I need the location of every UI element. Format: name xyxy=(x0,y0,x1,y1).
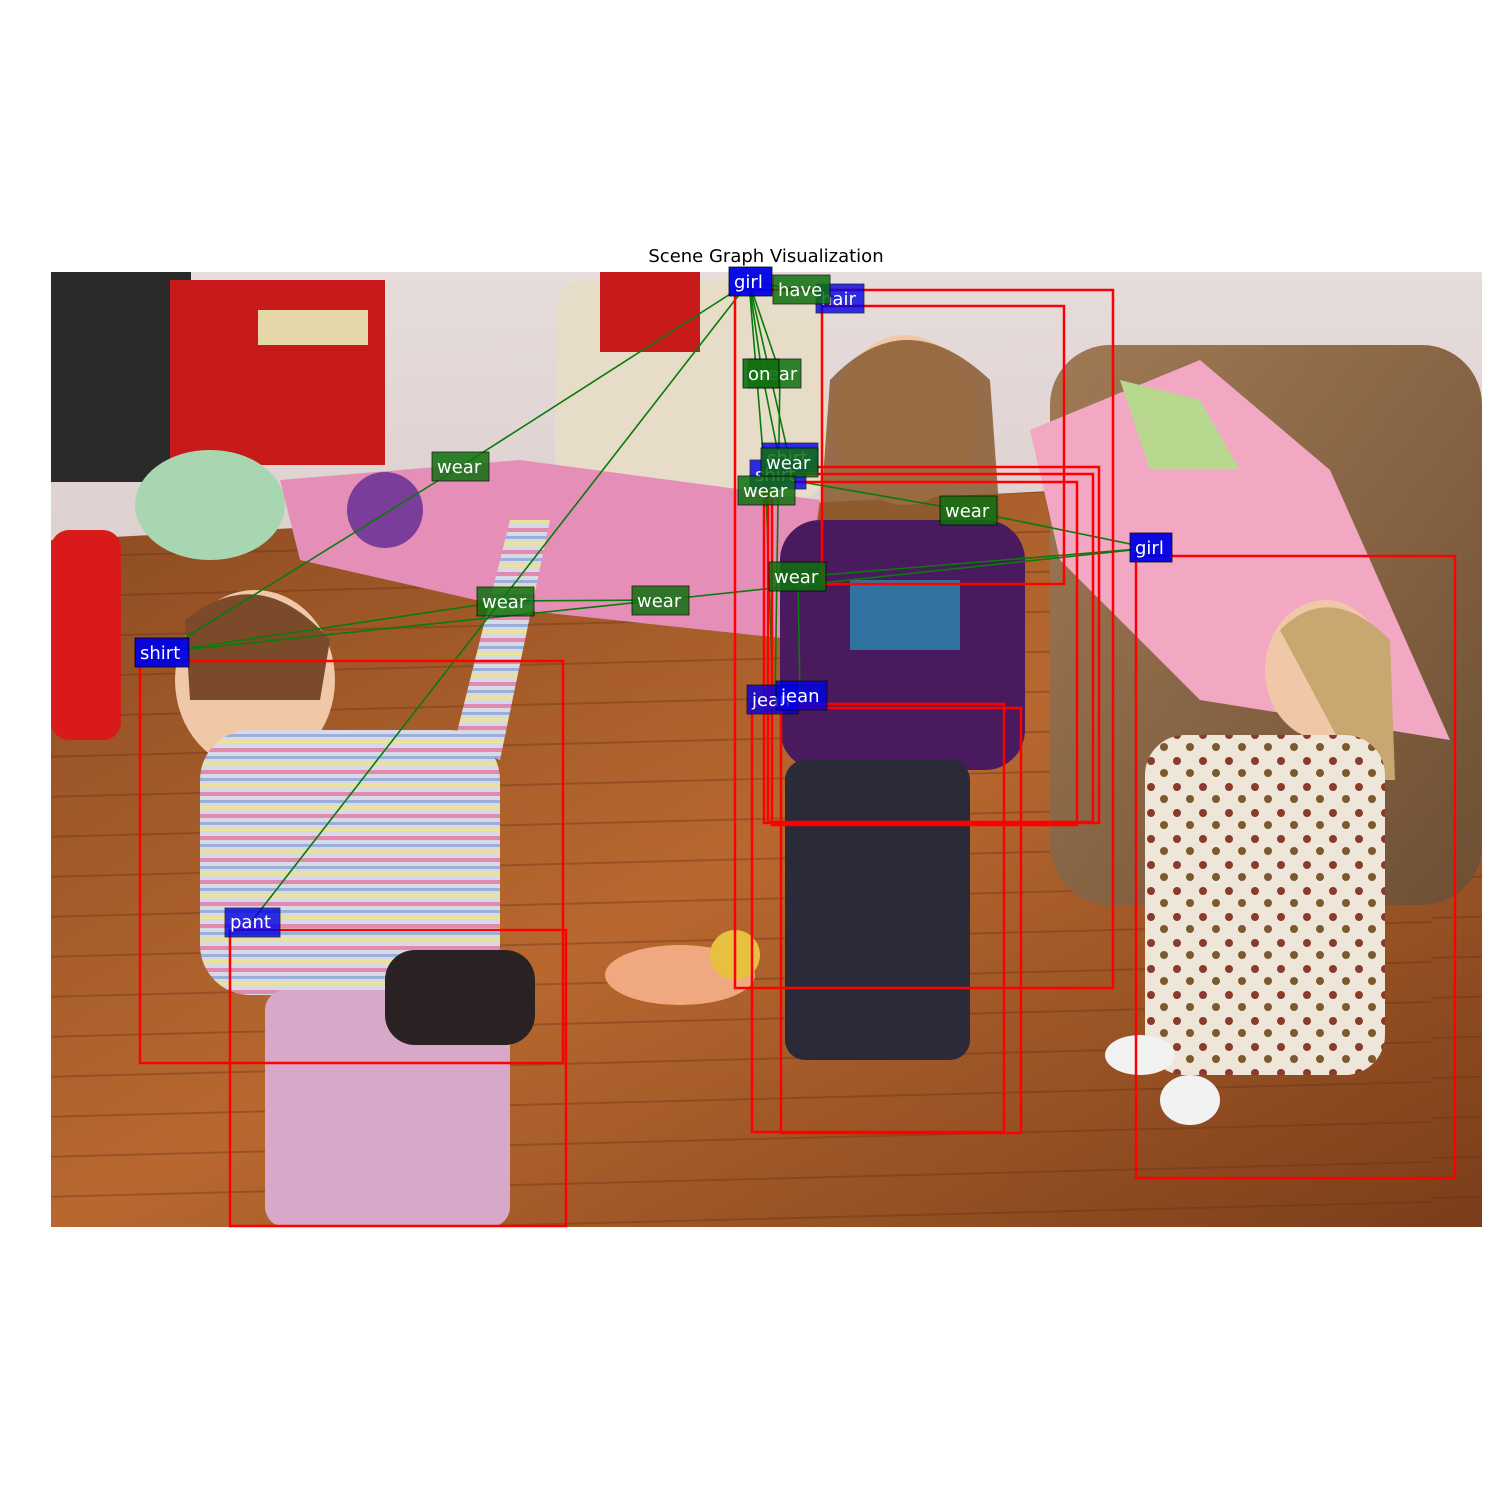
relation-label-text: wear xyxy=(482,592,527,613)
relation-label-text: have xyxy=(778,280,822,301)
relation-label-wear: wear xyxy=(760,447,819,478)
object-label-text: pant xyxy=(230,912,271,933)
relation-label-wear: wear xyxy=(768,561,827,592)
figure-title: Scene Graph Visualization xyxy=(648,246,884,267)
bbox-hair xyxy=(820,304,1066,586)
object-label-pant: pant xyxy=(224,907,281,938)
bbox-jean-2 xyxy=(779,706,1023,1135)
bbox-shirt-3 xyxy=(770,480,1079,827)
object-label-text: shirt xyxy=(140,643,180,664)
relation-label-text: wear xyxy=(945,501,990,522)
relation-label-text: wear xyxy=(766,453,811,474)
relation-label-wear: wear xyxy=(939,495,998,526)
relation-labels: have wear on wear wear wear wear wear xyxy=(0,0,998,617)
relation-label-text: wear xyxy=(637,591,682,612)
object-boxes xyxy=(138,288,1457,1228)
relation-label-text: wear xyxy=(0,0,45,5)
object-label-jean: jean xyxy=(775,680,828,711)
bbox-girl-right xyxy=(1134,554,1457,1180)
relation-label-on: on xyxy=(742,358,780,389)
relation-label-wear: wear xyxy=(631,585,690,616)
bbox-pant xyxy=(228,928,568,1228)
bbox-girl-center xyxy=(733,288,1115,990)
relation-label-text: wear xyxy=(437,457,482,478)
bbox-shirt-left xyxy=(138,659,565,1065)
object-label-girl: girl xyxy=(728,266,773,297)
relation-label-wear: wear xyxy=(476,586,535,617)
object-label-text: girl xyxy=(734,272,763,293)
relation-label-text: wear xyxy=(774,567,819,588)
object-label-text: girl xyxy=(1135,538,1164,559)
object-label-text: jean xyxy=(780,686,820,707)
relation-label-wear: wear xyxy=(737,475,796,506)
relation-label-text: on xyxy=(748,364,770,385)
object-label-shirt: shirt xyxy=(134,637,190,668)
scene-photo xyxy=(51,272,1482,1227)
object-label-girl: girl xyxy=(1129,532,1173,563)
relation-label-text: wear xyxy=(743,481,788,502)
relation-label-have: have xyxy=(772,274,831,305)
relation-label-wear: wear xyxy=(431,451,490,482)
bbox-shirt-2 xyxy=(766,472,1095,824)
